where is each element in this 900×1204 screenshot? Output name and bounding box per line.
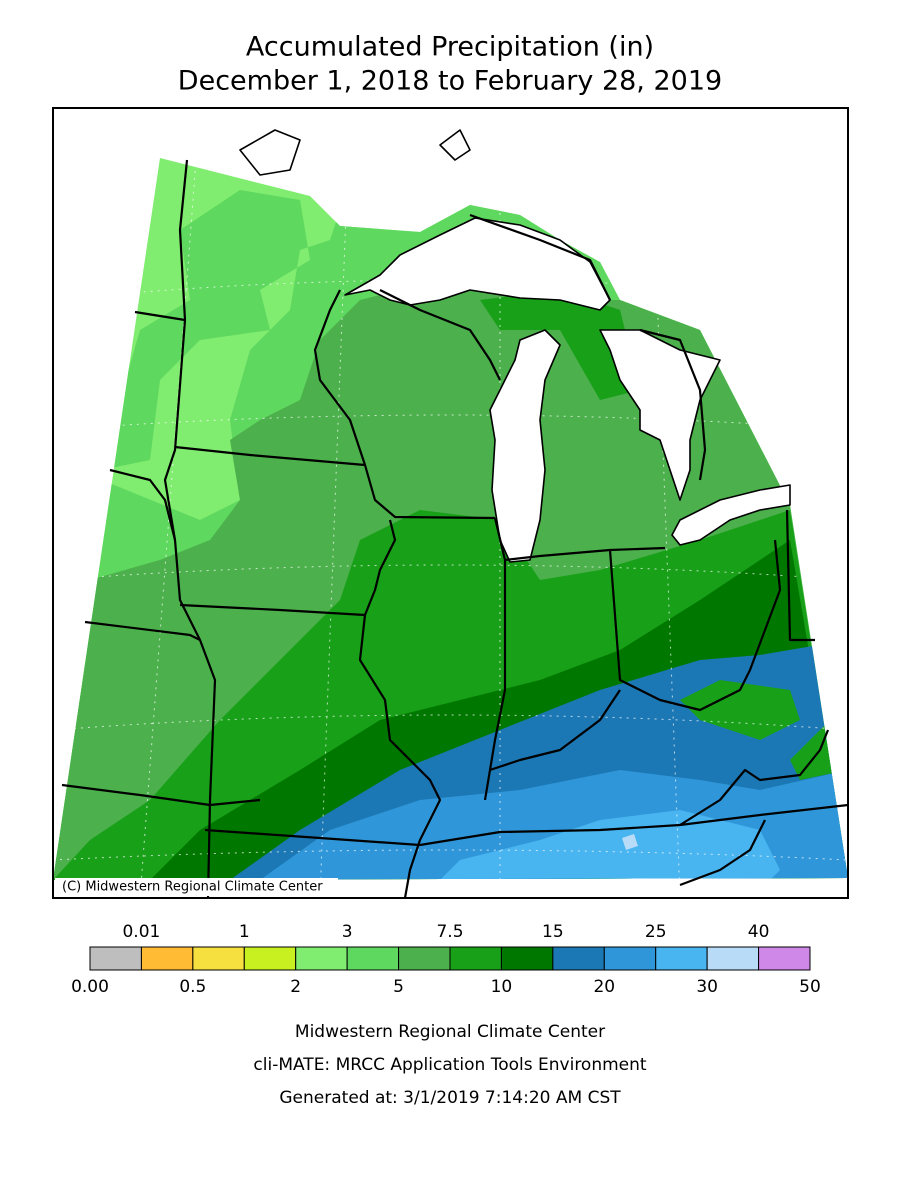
legend-label: 5 [393,977,404,997]
legend-swatch [603,946,657,971]
credit-box [55,878,338,896]
legend-swatch [346,946,400,971]
legend-label: 40 [748,922,770,942]
band [480,290,640,400]
legend-swatch [398,946,451,971]
state-line [608,539,782,712]
map-credit: (C) Midwestern Regional Climate Center [62,880,323,895]
legend-swatch [552,946,605,971]
legend-label: 0.5 [179,977,206,997]
legend-swatch [192,946,245,971]
legend-swatch [140,946,194,971]
state-line [61,783,261,807]
legend-label: 0.01 [122,922,160,942]
state-line [489,689,621,772]
legend-label: 10 [491,977,513,997]
footer-line: Midwestern Regional Climate Center [295,1022,605,1042]
lake-huron [599,329,721,501]
state-line [679,729,830,826]
legend-swatch [706,946,760,971]
state-line [785,509,815,642]
legend-label: 1 [239,922,250,942]
legend-swatch [758,946,811,971]
state-line [134,310,186,322]
state-line [483,517,507,801]
state-line [204,803,849,847]
legend-swatch [89,946,142,971]
legend: 0.00 0.01 0.5 1 2 3 5 7.5 10 15 20 25 30 40 50 [71,922,821,997]
lake-michigan [489,329,561,563]
state-line [109,468,177,541]
footer-line: Generated at: 3/1/2019 7:14:20 AM CST [279,1088,621,1108]
legend-label: 50 [799,977,821,997]
legend-label: 2 [290,977,301,997]
legend-label: 3 [342,922,353,942]
legend-label: 20 [593,977,615,997]
legend-label: 30 [696,977,718,997]
title: Accumulated Precipitation (in) [246,32,654,63]
state-line [358,614,442,899]
map-frame [52,107,849,899]
island [439,129,471,161]
state-line [504,546,666,562]
lake-of-the-woods [239,129,301,176]
legend-label: 25 [645,922,667,942]
state-line [639,328,707,481]
legend-swatch [295,946,348,971]
state-line [179,519,397,617]
state-line [84,620,201,641]
legend-label: 7.5 [436,922,463,942]
footer-line: cli-MATE: MRCC Application Tools Environ… [253,1055,646,1075]
legend-swatch [243,946,297,971]
state-line [469,213,611,301]
band [680,680,800,740]
legend-swatch [500,946,554,971]
state-line [174,445,496,520]
lake-erie [671,484,791,546]
legend-label: 0.00 [71,977,109,997]
legend-swatch [449,946,502,971]
legend-swatch [655,946,708,971]
state-line [313,289,367,466]
state-line [679,819,766,887]
state-line [379,289,501,381]
legend-label: 15 [542,922,564,942]
band [440,810,780,880]
subtitle: December 1, 2018 to February 28, 2019 [178,66,722,97]
band [622,834,638,850]
